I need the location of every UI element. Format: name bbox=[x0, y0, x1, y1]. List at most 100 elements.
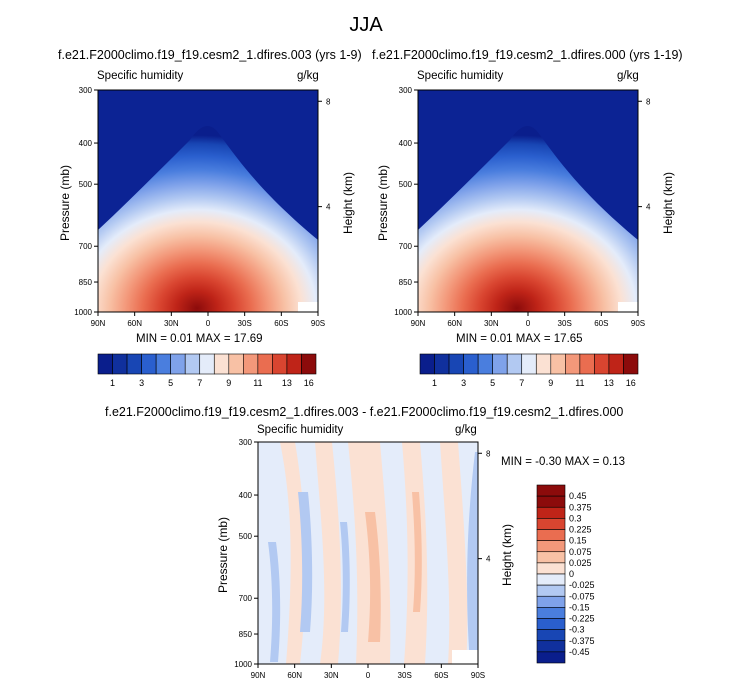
panel-1-plot: 300 400 500 700 850 1000 8 4 90N 60N 30N 0 30S 60S 90S bbox=[74, 86, 331, 328]
panel-1-colorbar-box bbox=[272, 353, 288, 375]
panel-1-colorbar-box bbox=[301, 353, 317, 375]
panel-3-colorbar-box bbox=[536, 529, 566, 541]
panel-1-pressure-tick-label: 500 bbox=[79, 180, 93, 189]
panel-1-units-label: g/kg bbox=[297, 70, 319, 82]
panel-3-colorbar-box bbox=[536, 573, 566, 586]
panel-1-colorbar-box bbox=[155, 353, 171, 375]
figure-title: JJA bbox=[349, 14, 383, 36]
panel-3-colorbar-label: -0.3 bbox=[569, 625, 585, 635]
panel-2-colorbar-box bbox=[623, 353, 639, 375]
panel-1-colorbar-label: 5 bbox=[168, 378, 173, 388]
panel-3-colorbar: 0.450.3750.30.2250.150.0750.0250-0.025-0… bbox=[536, 484, 595, 664]
panel-3-stats: MIN = -0.30 MAX = 0.13 bbox=[501, 456, 626, 468]
panel-1-height-tick-label: 4 bbox=[326, 203, 331, 212]
panel-1-colorbar-label: 13 bbox=[282, 378, 292, 388]
panel-2-colorbar-box bbox=[477, 353, 493, 375]
panel-3-colorbar-box bbox=[536, 618, 566, 630]
panel-3-colorbar-label: 0.3 bbox=[569, 513, 582, 523]
panel-3-lat-tick-label: 30N bbox=[324, 671, 339, 680]
panel-2-colorbar-box bbox=[579, 353, 595, 375]
panel-2-colorbar-box bbox=[521, 353, 537, 375]
panel-3-colorbar-box bbox=[536, 484, 566, 497]
panel-1-colorbar-box bbox=[141, 353, 157, 375]
panel-3-colorbar-label: 0.225 bbox=[569, 525, 592, 535]
panel-2-lat-tick-label: 30S bbox=[558, 319, 572, 328]
panel-2-height-tick-label: 4 bbox=[646, 203, 651, 212]
panel-1-colorbar-box bbox=[213, 353, 230, 375]
panel-2-lat-tick-label: 30N bbox=[484, 319, 499, 328]
panel-2-pressure-tick-label: 300 bbox=[399, 86, 413, 95]
panel-3-colorbar-box bbox=[536, 640, 566, 653]
panel-2-lat-tick-label: 0 bbox=[526, 319, 531, 328]
panel-3-colorbar-box bbox=[536, 651, 566, 664]
panel-3-colorbar-label: -0.45 bbox=[569, 647, 590, 657]
panel-1-colorbar: 1 3 5 7 9 11 13 16 bbox=[97, 353, 317, 388]
panel-3-pressure-tick-label: 850 bbox=[239, 630, 253, 639]
panel-2-colorbar-box bbox=[419, 353, 435, 375]
panel-1-pressure-tick-label: 850 bbox=[79, 278, 93, 287]
panel-3-colorbar-box bbox=[536, 595, 566, 608]
panel-3-colorbar-box bbox=[536, 607, 566, 619]
panel-3-colorbar-label: 0 bbox=[569, 569, 574, 579]
panel-1-pressure-tick-label: 300 bbox=[79, 86, 93, 95]
panel-2-colorbar-box bbox=[535, 353, 552, 375]
panel-3-colorbar-box bbox=[536, 551, 566, 564]
panel-3-colorbar-box bbox=[536, 562, 566, 575]
panel-1-stats: MIN = 0.01 MAX = 17.69 bbox=[136, 333, 263, 345]
panel-1-height-tick-label: 8 bbox=[326, 97, 331, 106]
panel-3-colorbar-label: -0.375 bbox=[569, 636, 595, 646]
panel-1-pressure-tick-label: 1000 bbox=[74, 308, 92, 317]
panel-2-colorbar-box bbox=[463, 353, 479, 375]
panel-2-pressure-tick-label: 1000 bbox=[394, 308, 412, 317]
panel-2-colorbar: 1 3 5 7 9 11 13 16 bbox=[419, 353, 639, 388]
panel-2-pressure-tick-label: 400 bbox=[399, 139, 413, 148]
panel-3-variable-label: Specific humidity bbox=[257, 424, 344, 436]
panel-2-units-label: g/kg bbox=[617, 70, 639, 82]
panel-2-colorbar-box bbox=[434, 353, 450, 375]
panel-1-lat-tick-label: 30S bbox=[238, 319, 252, 328]
panel-3-pressure-tick-label: 500 bbox=[239, 532, 253, 541]
panel-1-colorbar-box bbox=[184, 353, 201, 375]
panel-3-pressure-tick-label: 1000 bbox=[234, 660, 252, 669]
panel-3-title: f.e21.F2000climo.f19_f19.cesm2_1.dfires.… bbox=[105, 405, 624, 419]
panel-2-lat-tick-label: 90N bbox=[411, 319, 426, 328]
panel-3-colorbar-box bbox=[536, 495, 566, 508]
panel-2-colorbar-label: 13 bbox=[604, 378, 614, 388]
panel-2-pressure-tick-label: 850 bbox=[399, 278, 413, 287]
panel-2-variable-label: Specific humidity bbox=[417, 70, 504, 82]
panel-3-colorbar-label: 0.45 bbox=[569, 491, 587, 501]
panel-1-pressure-tick-label: 700 bbox=[79, 242, 93, 251]
panel-3-colorbar-box bbox=[536, 629, 566, 642]
panel-3-colorbar-label: -0.075 bbox=[569, 591, 595, 601]
panel-1-colorbar-label: 3 bbox=[139, 378, 144, 388]
panel-1-colorbar-box bbox=[126, 353, 142, 375]
panel-3-colorbar-label: 0.375 bbox=[569, 502, 592, 512]
panel-2-colorbar-label: 7 bbox=[519, 378, 524, 388]
panel-2-title: f.e21.F2000climo.f19_f19.cesm2_1.dfires.… bbox=[372, 48, 683, 62]
panel-1-lat-tick-label: 90S bbox=[311, 319, 325, 328]
panel-2-colorbar-box bbox=[448, 353, 464, 375]
panel-3-lat-tick-label: 60S bbox=[434, 671, 448, 680]
panel-3-units-label: g/kg bbox=[455, 424, 477, 436]
panel-3-colorbar-label: -0.225 bbox=[569, 614, 595, 624]
panel-2-colorbar-box bbox=[594, 353, 610, 375]
panel-1-colorbar-box bbox=[112, 353, 128, 375]
panel-3-lat-tick-label: 90N bbox=[251, 671, 266, 680]
panel-3-lat-tick-label: 0 bbox=[366, 671, 371, 680]
panel-3-lat-tick-label: 60N bbox=[287, 671, 302, 680]
panel-2-colorbar-label: 5 bbox=[490, 378, 495, 388]
panel-1-lat-tick-label: 90N bbox=[91, 319, 106, 328]
panel-2-colorbar-label: 9 bbox=[548, 378, 553, 388]
panel-1-lat-tick-label: 30N bbox=[164, 319, 179, 328]
panel-2-colorbar-label: 3 bbox=[461, 378, 466, 388]
panel-1-colorbar-box bbox=[199, 353, 215, 375]
panel-1-colorbar-box bbox=[243, 353, 259, 375]
panel-3-colorbar-label: 0.15 bbox=[569, 536, 587, 546]
panel-2-colorbar-box bbox=[608, 353, 624, 375]
panel-3-pressure-tick-label: 700 bbox=[239, 594, 253, 603]
panel-3-colorbar-label: 0.075 bbox=[569, 547, 592, 557]
panel-2-colorbar-label: 1 bbox=[432, 378, 437, 388]
panel-1-colorbar-box bbox=[286, 353, 302, 375]
panel-3-colorbar-label: 0.025 bbox=[569, 558, 592, 568]
panel-3-colorbar-box bbox=[536, 518, 566, 530]
